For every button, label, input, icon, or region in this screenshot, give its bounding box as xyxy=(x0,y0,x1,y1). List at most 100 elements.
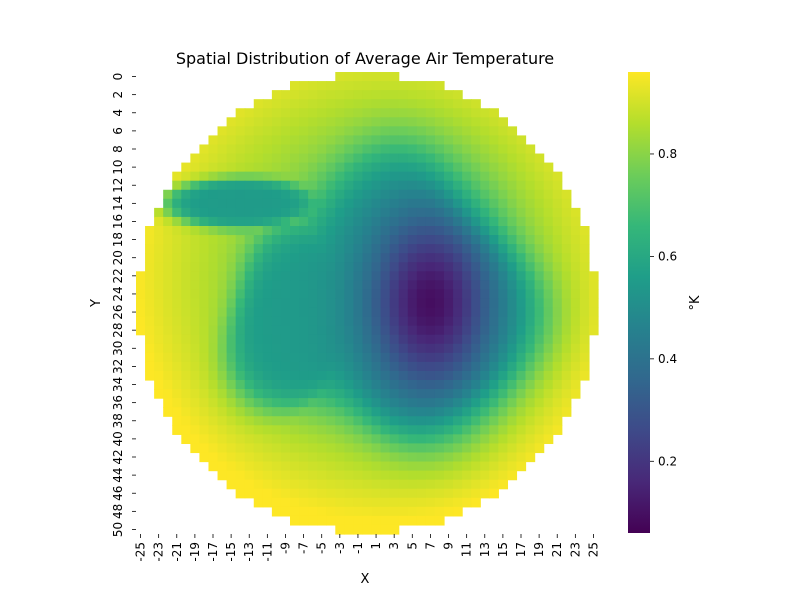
heatmap-cell xyxy=(417,135,427,145)
heatmap-cell xyxy=(444,181,454,191)
heatmap-cell xyxy=(308,208,318,218)
heatmap-cell xyxy=(526,371,536,381)
heatmap-cell xyxy=(390,398,400,408)
heatmap-cell xyxy=(190,199,200,209)
heatmap-cell xyxy=(535,235,545,245)
heatmap-cell xyxy=(471,190,481,200)
heatmap-cell xyxy=(544,389,554,399)
y-tick-label: 50 xyxy=(111,522,125,537)
heatmap-cell xyxy=(163,380,173,390)
heatmap-cell xyxy=(381,326,391,336)
heatmap-cell xyxy=(417,326,427,336)
heatmap-cell xyxy=(272,298,282,308)
heatmap-cell xyxy=(281,90,291,100)
heatmap-cell xyxy=(245,280,255,290)
heatmap-cell xyxy=(154,289,164,299)
heatmap-cell xyxy=(372,163,382,173)
heatmap-cell xyxy=(526,144,536,154)
heatmap-cell xyxy=(299,208,309,218)
heatmap-cell xyxy=(326,380,336,390)
heatmap-cell xyxy=(417,226,427,236)
heatmap-cell xyxy=(190,425,200,435)
heatmap-cell xyxy=(480,452,490,462)
heatmap-cell xyxy=(245,407,255,417)
heatmap-cell xyxy=(381,353,391,363)
heatmap-cell xyxy=(399,425,409,435)
heatmap-cell xyxy=(390,199,400,209)
heatmap-cell xyxy=(344,217,354,227)
heatmap-cell xyxy=(236,217,246,227)
heatmap-cell xyxy=(317,480,327,490)
heatmap-cell xyxy=(390,217,400,227)
heatmap-cell xyxy=(308,335,318,345)
heatmap-cell xyxy=(145,298,155,308)
heatmap-cell xyxy=(281,353,291,363)
heatmap-cell xyxy=(317,308,327,318)
heatmap-cell xyxy=(317,326,327,336)
heatmap-cell xyxy=(381,525,391,535)
heatmap-cell xyxy=(344,480,354,490)
heatmap-cell xyxy=(426,344,436,354)
heatmap-cell xyxy=(181,172,191,182)
heatmap-cell xyxy=(372,298,382,308)
heatmap-cell xyxy=(136,271,146,281)
heatmap-cell xyxy=(272,425,282,435)
heatmap-cell xyxy=(426,271,436,281)
heatmap-cell xyxy=(372,90,382,100)
colorbar xyxy=(628,72,650,533)
heatmap-cell xyxy=(154,262,164,272)
heatmap-cell xyxy=(571,253,581,263)
heatmap-cell xyxy=(254,280,264,290)
heatmap-cell xyxy=(480,289,490,299)
heatmap-cell xyxy=(236,353,246,363)
heatmap-cell xyxy=(199,443,209,453)
heatmap-cell xyxy=(272,371,282,381)
heatmap-cell xyxy=(544,371,554,381)
heatmap-cell xyxy=(236,362,246,372)
heatmap-cell xyxy=(435,371,445,381)
heatmap-cell xyxy=(408,371,418,381)
heatmap-cell xyxy=(571,308,581,318)
heatmap-cell xyxy=(535,407,545,417)
heatmap-cell xyxy=(154,226,164,236)
heatmap-cell xyxy=(444,507,454,517)
heatmap-cell xyxy=(362,452,372,462)
heatmap-cell xyxy=(372,117,382,127)
heatmap-cell xyxy=(263,135,273,145)
heatmap-cell xyxy=(245,298,255,308)
heatmap-cell xyxy=(453,353,463,363)
heatmap-cell xyxy=(589,317,599,327)
heatmap-cell xyxy=(417,199,427,209)
heatmap-cell xyxy=(317,362,327,372)
heatmap-cell xyxy=(272,362,282,372)
heatmap-cell xyxy=(317,407,327,417)
heatmap-cell xyxy=(390,335,400,345)
heatmap-cell xyxy=(335,398,345,408)
heatmap-cell xyxy=(417,108,427,118)
heatmap-cell xyxy=(317,344,327,354)
heatmap-cell xyxy=(245,462,255,472)
heatmap-cell xyxy=(163,289,173,299)
heatmap-cell xyxy=(208,380,218,390)
heatmap-cell xyxy=(245,371,255,381)
heatmap-cell xyxy=(236,326,246,336)
heatmap-cell xyxy=(317,190,327,200)
heatmap-cell xyxy=(362,498,372,508)
heatmap-cell xyxy=(372,371,382,381)
heatmap-cell xyxy=(489,308,499,318)
heatmap-cell xyxy=(308,353,318,363)
heatmap-cell xyxy=(236,135,246,145)
heatmap-cell xyxy=(462,144,472,154)
heatmap-cell xyxy=(353,308,363,318)
heatmap-cell xyxy=(326,144,336,154)
heatmap-cell xyxy=(236,235,246,245)
heatmap-cell xyxy=(399,516,409,526)
heatmap-cell xyxy=(381,498,391,508)
heatmap-cell xyxy=(326,235,336,245)
heatmap-cell xyxy=(272,443,282,453)
heatmap-cell xyxy=(553,380,563,390)
heatmap-cell xyxy=(163,362,173,372)
heatmap-cell xyxy=(326,389,336,399)
heatmap-cell xyxy=(516,407,526,417)
